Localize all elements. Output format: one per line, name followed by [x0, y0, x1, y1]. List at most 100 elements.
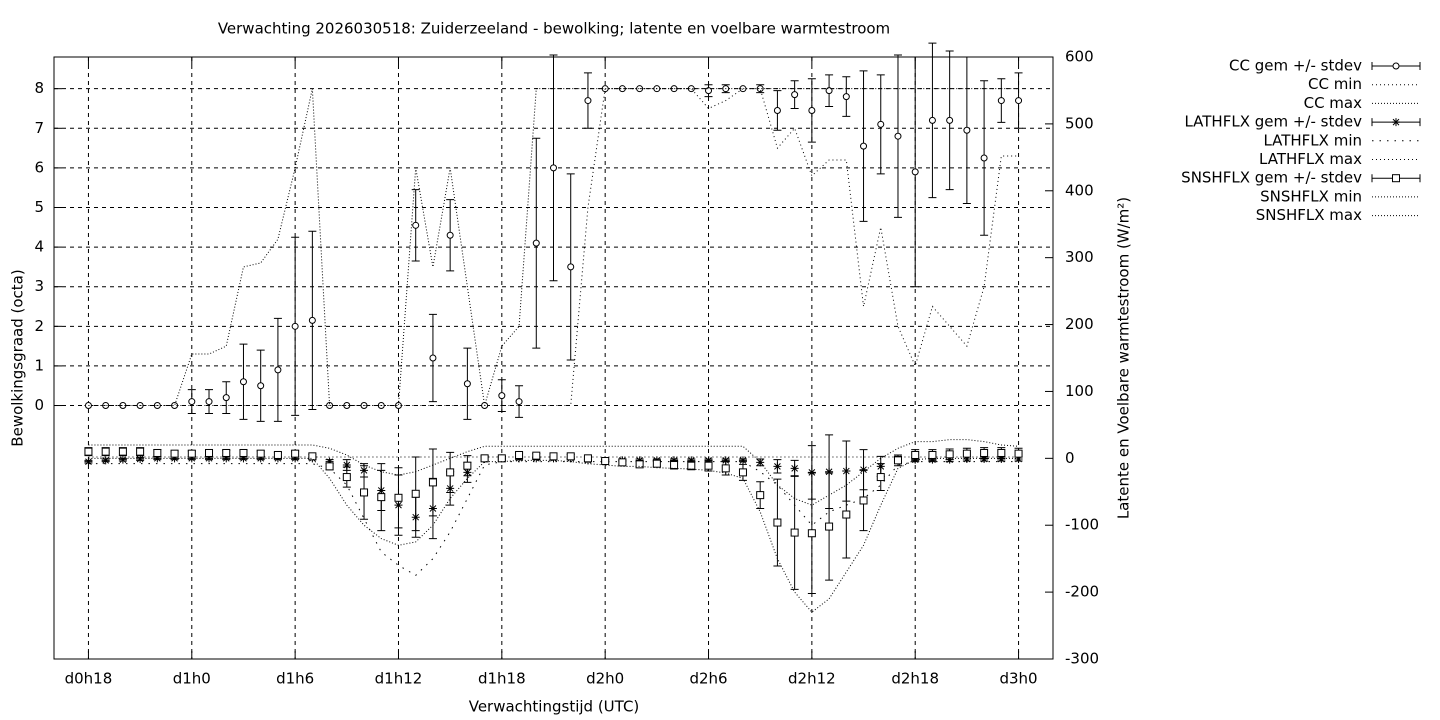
marker	[756, 491, 765, 500]
marker	[239, 454, 248, 463]
marker	[618, 458, 627, 467]
marker	[997, 97, 1005, 105]
marker	[756, 458, 765, 467]
marker	[980, 448, 989, 457]
marker	[291, 449, 300, 458]
marker	[790, 528, 799, 537]
y2-tick-label: -300	[1065, 650, 1099, 668]
marker	[515, 450, 524, 459]
marker	[119, 402, 127, 410]
legend-label: SNSHFLX max	[1256, 206, 1362, 224]
marker	[756, 85, 764, 93]
series-line	[88, 439, 1019, 506]
legend-label: SNSHFLX gem +/- stdev	[1181, 169, 1362, 187]
marker	[652, 459, 661, 468]
marker	[635, 460, 644, 469]
marker	[187, 454, 196, 463]
x-tick-label: d2h0	[586, 670, 624, 688]
marker	[705, 87, 713, 95]
marker	[687, 461, 696, 470]
marker	[687, 456, 696, 465]
marker	[429, 354, 437, 362]
legend-label: LATHFLX max	[1259, 150, 1362, 168]
marker	[118, 455, 127, 464]
marker	[670, 85, 678, 93]
x-tick-label: d2h6	[689, 670, 727, 688]
y2-tick-label: -100	[1065, 516, 1099, 534]
marker	[928, 116, 936, 124]
marker	[222, 394, 230, 402]
chart-title: Verwachting 2026030518: Zuiderzeeland - …	[218, 20, 890, 38]
marker	[411, 489, 420, 498]
x-tick-label: d1h12	[375, 670, 423, 688]
marker	[239, 378, 247, 386]
marker	[911, 168, 919, 176]
marker	[170, 449, 179, 458]
marker	[807, 468, 816, 477]
marker	[549, 452, 558, 461]
marker	[222, 454, 231, 463]
y-tick-label: 0	[34, 396, 44, 414]
marker	[498, 392, 506, 400]
marker	[980, 154, 988, 162]
legend-label: LATHFLX gem +/- stdev	[1184, 113, 1362, 131]
marker	[601, 457, 610, 466]
marker	[136, 447, 145, 456]
marker	[859, 496, 868, 505]
legend-label: CC max	[1304, 94, 1363, 112]
marker	[860, 142, 868, 150]
marker	[894, 132, 902, 140]
marker	[170, 454, 179, 463]
marker	[670, 461, 679, 470]
marker	[532, 451, 541, 460]
marker	[670, 456, 679, 465]
marker	[257, 382, 265, 390]
marker	[412, 221, 420, 229]
y-tick-label: 1	[34, 356, 44, 374]
y2-tick-label: 600	[1065, 48, 1094, 66]
y-tick-label: 2	[34, 317, 44, 335]
marker	[101, 456, 110, 465]
marker	[584, 97, 592, 105]
marker	[222, 448, 231, 457]
marker	[360, 488, 369, 497]
marker	[997, 455, 1006, 464]
marker	[256, 449, 265, 458]
y2-tick-label: 0	[1065, 449, 1075, 467]
marker	[1015, 97, 1023, 105]
marker	[980, 455, 989, 464]
marker	[446, 468, 455, 477]
x-tick-label: d1h18	[478, 670, 526, 688]
legend-marker	[1392, 62, 1400, 70]
marker	[118, 447, 127, 456]
marker	[205, 398, 213, 406]
marker	[738, 456, 747, 465]
y2-tick-label: 300	[1065, 248, 1094, 266]
marker	[583, 454, 592, 463]
x-axis-label: Verwachtingstijd (UTC)	[469, 698, 640, 716]
y2-axis-label: Latente en Voelbare warmtestroom (W/m²)	[1115, 197, 1133, 519]
marker	[515, 398, 523, 406]
marker	[946, 116, 954, 124]
x-tick-label: d0h18	[65, 670, 113, 688]
marker	[274, 366, 282, 374]
marker	[153, 448, 162, 457]
marker	[842, 93, 850, 101]
marker	[171, 402, 179, 410]
x-tick-label: d3h0	[999, 670, 1037, 688]
x-tick-label: d1h0	[173, 670, 211, 688]
legend-marker	[1392, 118, 1400, 127]
y2-tick-label: -200	[1065, 583, 1099, 601]
marker	[325, 462, 334, 471]
marker	[343, 402, 351, 410]
marker	[84, 457, 93, 466]
y-tick-label: 5	[34, 198, 44, 216]
marker	[291, 454, 300, 463]
marker	[859, 465, 868, 474]
y2-tick-label: 500	[1065, 114, 1094, 132]
legend-label: CC min	[1308, 75, 1362, 93]
marker	[394, 493, 403, 502]
marker	[188, 398, 196, 406]
y-tick-label: 8	[34, 79, 44, 97]
marker	[532, 239, 540, 247]
